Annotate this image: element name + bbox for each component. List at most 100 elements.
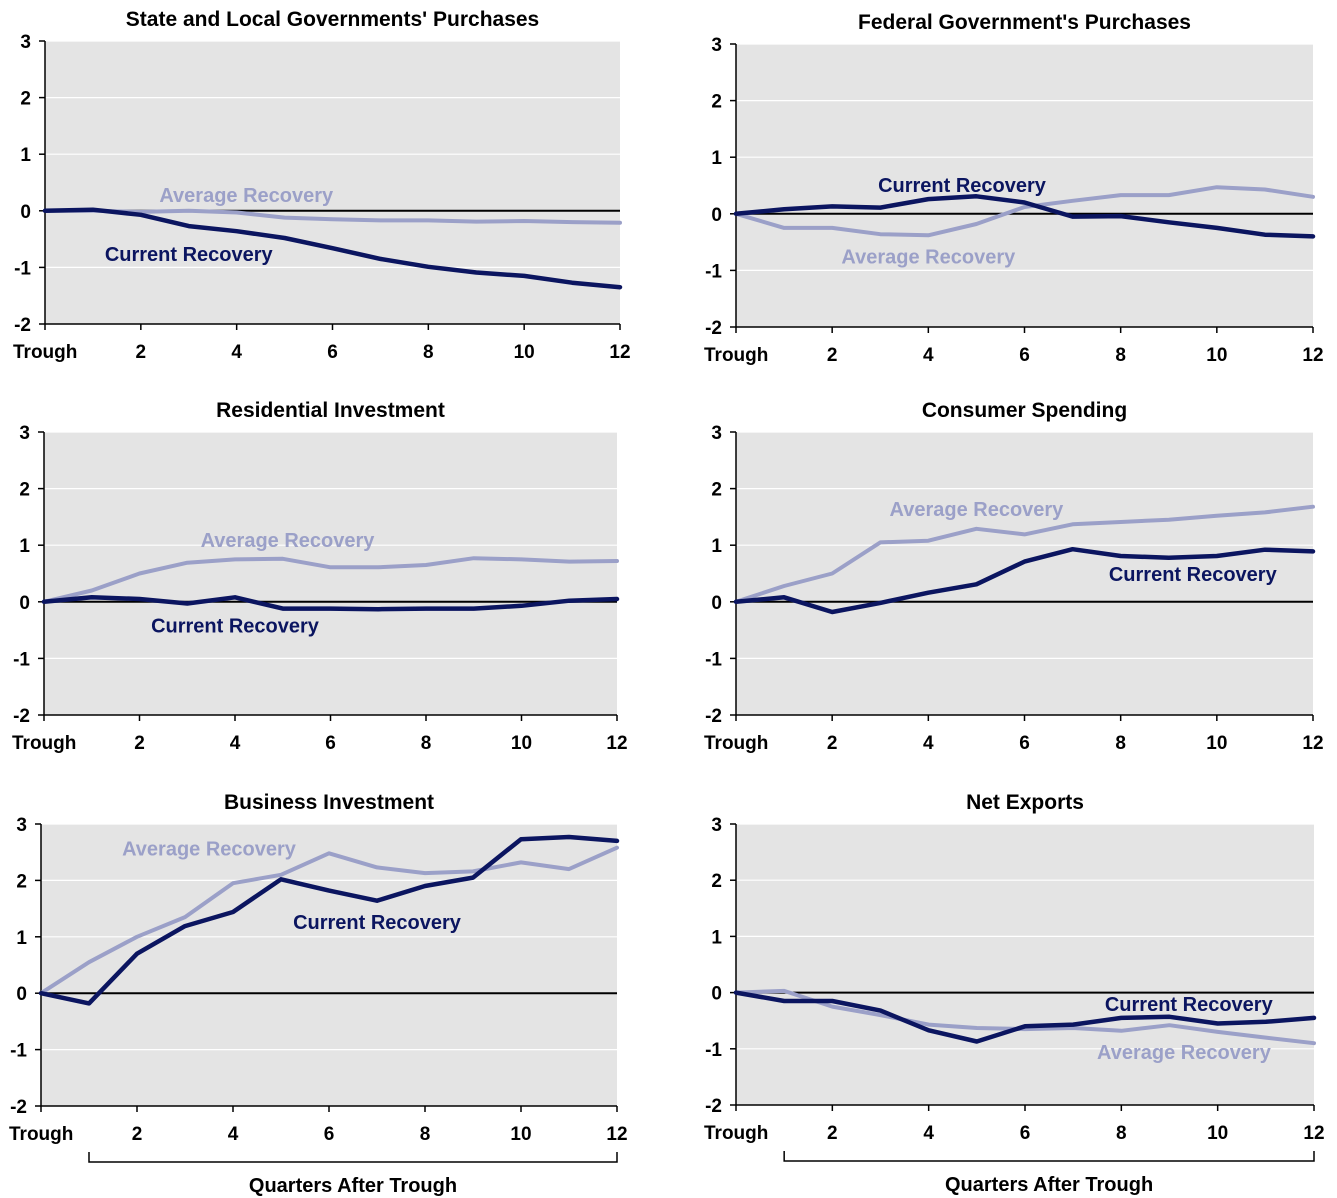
y-tick-label: -2 bbox=[14, 315, 31, 336]
series-line-current bbox=[42, 207, 623, 290]
x-tick-label: 10 bbox=[1206, 345, 1227, 366]
chart-title: Residential Investment bbox=[216, 399, 445, 422]
x-tick-label: 10 bbox=[511, 733, 532, 754]
series-label-average: Average Recovery bbox=[201, 530, 376, 552]
series-label-current: Current Recovery bbox=[1105, 994, 1274, 1016]
x-tick-label: 8 bbox=[420, 1124, 431, 1145]
series-label-current: Current Recovery bbox=[293, 912, 462, 934]
x-tick-label: 2 bbox=[132, 1124, 143, 1145]
x-tick-label: 2 bbox=[134, 733, 145, 754]
plot-background bbox=[44, 432, 617, 715]
series-label-average: Average Recovery bbox=[890, 499, 1065, 521]
chart-title: Business Investment bbox=[224, 791, 434, 814]
y-tick-label: 0 bbox=[16, 984, 27, 1005]
x-tick-label: 10 bbox=[1207, 1123, 1228, 1144]
y-tick-label: 2 bbox=[711, 480, 722, 501]
y-tick-label: -2 bbox=[705, 318, 722, 339]
x-tick-label: 10 bbox=[1206, 733, 1227, 754]
x-tick-label: 8 bbox=[1115, 733, 1126, 754]
x-axis-bracket bbox=[783, 1151, 1315, 1162]
x-tick-label: 2 bbox=[827, 733, 838, 754]
y-tick-label: 1 bbox=[20, 145, 31, 166]
series-line-average bbox=[42, 556, 619, 604]
plot-background bbox=[45, 41, 620, 324]
x-tick-label: 4 bbox=[923, 733, 934, 754]
x-tick-label: 12 bbox=[1302, 733, 1323, 754]
x-tick-label: 6 bbox=[327, 342, 338, 363]
y-tick-label: 0 bbox=[711, 984, 722, 1005]
chart-title: Net Exports bbox=[966, 791, 1084, 814]
y-tick-label: 2 bbox=[711, 871, 722, 892]
y-tick-label: 1 bbox=[711, 927, 722, 948]
y-tick-label: -1 bbox=[13, 649, 30, 670]
y-tick-label: -1 bbox=[10, 1041, 27, 1062]
y-tick-label: 2 bbox=[19, 480, 30, 501]
y-tick-label: 3 bbox=[20, 32, 31, 53]
y-tick-label: -2 bbox=[705, 1096, 722, 1117]
series-label-average: Average Recovery bbox=[159, 185, 334, 207]
series-line-current bbox=[733, 990, 1317, 1044]
x-tick-label: 10 bbox=[514, 342, 535, 363]
series-line-average bbox=[39, 845, 619, 996]
x-axis-label: Quarters After Trough bbox=[945, 1174, 1153, 1196]
x-tick-label: 4 bbox=[231, 342, 242, 363]
series-line-current bbox=[38, 834, 620, 1006]
y-tick-label: -2 bbox=[705, 706, 722, 727]
series-label-current: Current Recovery bbox=[878, 175, 1047, 197]
x-tick-label: 12 bbox=[606, 733, 627, 754]
x-tick-label: Trough bbox=[704, 345, 768, 366]
chart-title: State and Local Governments' Purchases bbox=[126, 8, 539, 31]
y-tick-label: 1 bbox=[16, 928, 27, 949]
y-tick-label: 3 bbox=[711, 423, 722, 444]
y-tick-label: -2 bbox=[10, 1097, 27, 1118]
y-tick-label: 0 bbox=[19, 593, 30, 614]
y-tick-label: 0 bbox=[711, 593, 722, 614]
y-tick-label: -2 bbox=[13, 706, 30, 727]
y-tick-label: 0 bbox=[711, 205, 722, 226]
x-tick-label: 12 bbox=[609, 342, 630, 363]
x-tick-label: 6 bbox=[1019, 345, 1030, 366]
series-line-current bbox=[41, 595, 620, 612]
series-line-current bbox=[733, 546, 1316, 615]
series-line-current bbox=[733, 194, 1316, 239]
y-tick-label: 0 bbox=[20, 202, 31, 223]
x-tick-label: 12 bbox=[1302, 345, 1323, 366]
x-tick-label: 4 bbox=[228, 1124, 239, 1145]
x-axis-bracket bbox=[88, 1152, 618, 1163]
x-tick-label: 2 bbox=[827, 1123, 838, 1144]
chart-title: Consumer Spending bbox=[922, 399, 1127, 422]
x-tick-label: 2 bbox=[136, 342, 147, 363]
y-tick-label: -1 bbox=[705, 261, 722, 282]
x-tick-label: 8 bbox=[1116, 1123, 1127, 1144]
x-tick-label: 8 bbox=[423, 342, 434, 363]
y-tick-label: 2 bbox=[20, 89, 31, 110]
y-tick-label: -1 bbox=[705, 1040, 722, 1061]
plot-background bbox=[41, 824, 617, 1106]
y-tick-label: -1 bbox=[14, 258, 31, 279]
x-tick-label: 2 bbox=[827, 345, 838, 366]
series-line-average bbox=[734, 185, 1315, 238]
series-line-average bbox=[734, 504, 1315, 604]
series-label-current: Current Recovery bbox=[1109, 564, 1278, 586]
y-tick-label: 3 bbox=[16, 815, 27, 836]
y-tick-label: 2 bbox=[711, 92, 722, 113]
x-tick-label: 12 bbox=[606, 1124, 627, 1145]
x-tick-label: 4 bbox=[923, 1123, 934, 1144]
x-tick-label: Trough bbox=[9, 1124, 73, 1145]
x-tick-label: Trough bbox=[704, 733, 768, 754]
series-label-current: Current Recovery bbox=[105, 244, 274, 266]
y-tick-label: 3 bbox=[19, 423, 30, 444]
y-tick-label: 1 bbox=[711, 148, 722, 169]
x-axis-label: Quarters After Trough bbox=[249, 1175, 457, 1197]
y-tick-label: 1 bbox=[19, 536, 30, 557]
series-label-current: Current Recovery bbox=[151, 616, 320, 638]
x-tick-label: 12 bbox=[1303, 1123, 1324, 1144]
series-label-average: Average Recovery bbox=[841, 246, 1016, 268]
y-tick-label: 2 bbox=[16, 871, 27, 892]
